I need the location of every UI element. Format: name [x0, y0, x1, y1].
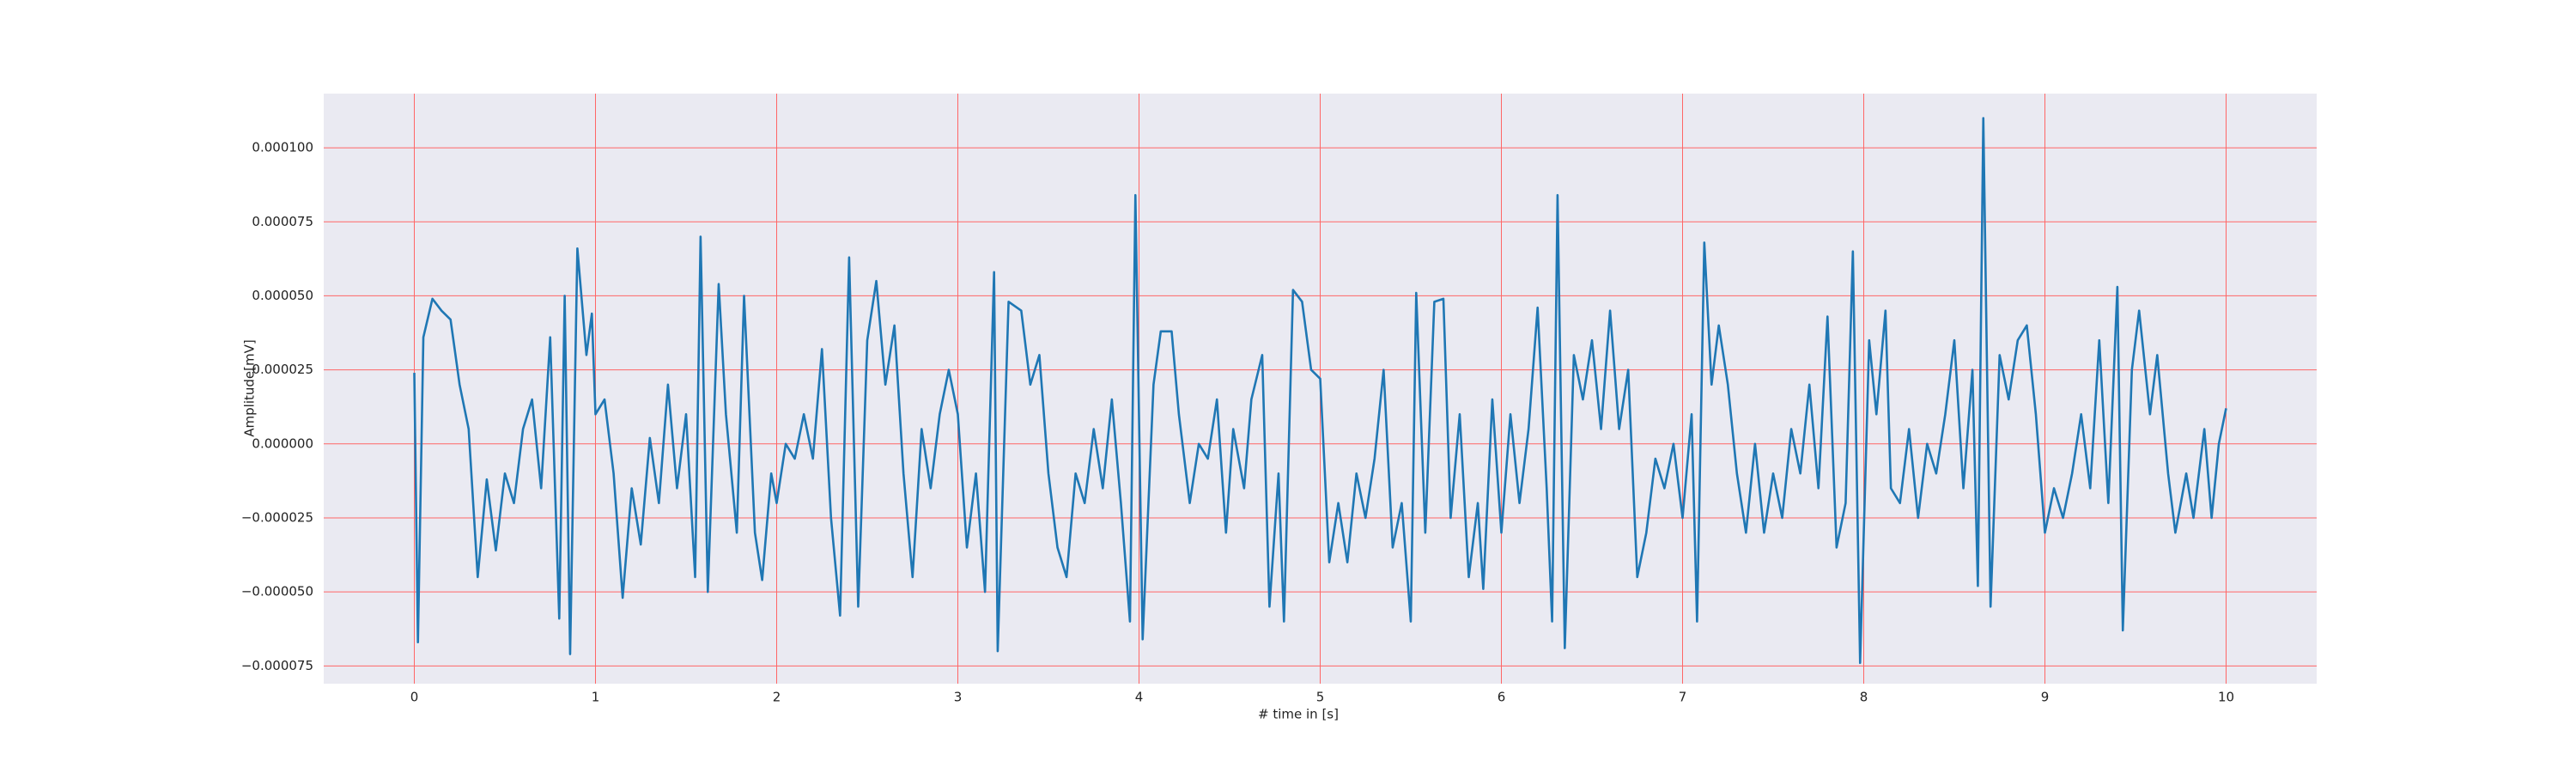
x-tick-label: 1: [592, 690, 600, 705]
signal-line: [413, 117, 2227, 665]
x-tick-label: 3: [954, 690, 963, 705]
y-tick-label: 0.000075: [252, 214, 313, 229]
x-tick-label: 2: [773, 690, 781, 705]
x-tick-label: 5: [1316, 690, 1325, 705]
x-tick-label: 9: [2041, 690, 2050, 705]
y-tick-label: −0.000050: [241, 584, 313, 600]
x-tick-label: 8: [1860, 690, 1868, 705]
y-tick-label: 0.000050: [252, 288, 313, 303]
x-tick-label: 10: [2218, 690, 2234, 705]
y-tick-label: −0.000075: [241, 658, 313, 673]
y-tick-label: 0.000100: [252, 140, 313, 155]
y-axis-label: Amplitude[mV]: [242, 339, 258, 436]
x-tick-label: 6: [1498, 690, 1506, 705]
y-tick-label: 0.000000: [252, 435, 313, 451]
y-tick-label: 0.000025: [252, 362, 313, 377]
x-axis-label: # time in [s]: [1258, 707, 1339, 722]
x-tick-label: 7: [1679, 690, 1687, 705]
x-tick-label: 0: [410, 690, 419, 705]
x-tick-label: 4: [1135, 690, 1144, 705]
y-tick-label: −0.000025: [241, 509, 313, 525]
